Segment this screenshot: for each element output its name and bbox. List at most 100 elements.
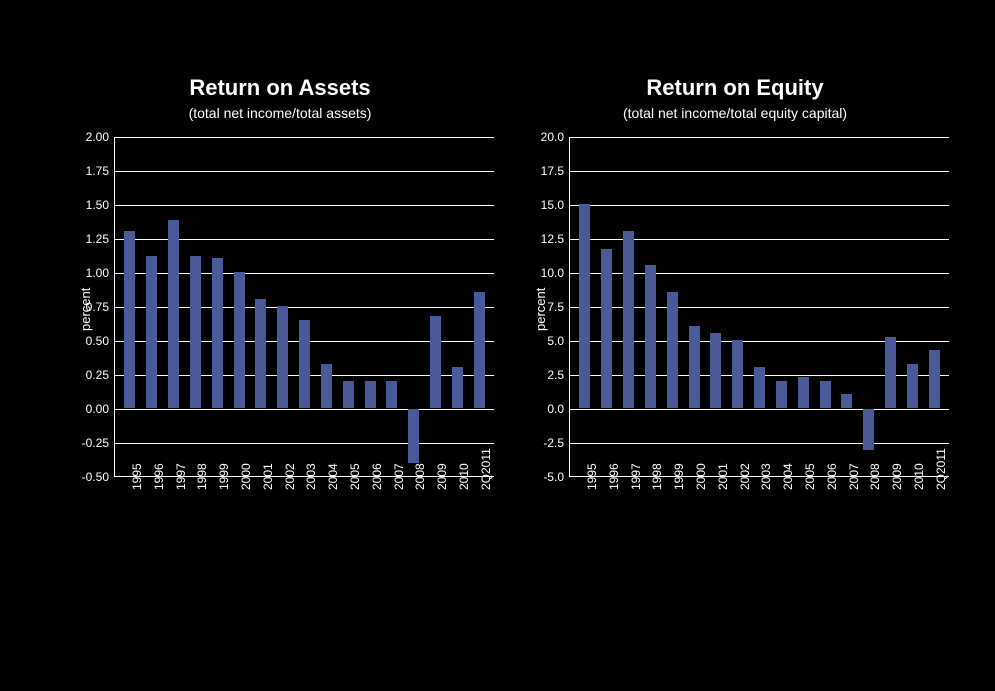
x-tick-label: 2001 bbox=[716, 480, 730, 490]
bar bbox=[234, 272, 245, 408]
x-tick-label: 2002 bbox=[283, 480, 297, 490]
bar bbox=[321, 364, 332, 408]
bar bbox=[124, 231, 135, 408]
y-tick-label: -0.25 bbox=[82, 436, 109, 450]
x-tick-label: 2007 bbox=[392, 480, 406, 490]
x-tick-label: 1996 bbox=[152, 480, 166, 490]
bar bbox=[601, 249, 612, 408]
y-tick-label: -2.5 bbox=[543, 436, 564, 450]
bar-slot bbox=[425, 137, 447, 476]
y-tick-label: 1.00 bbox=[86, 266, 109, 280]
bar bbox=[277, 306, 288, 408]
bar bbox=[907, 364, 918, 408]
bar bbox=[754, 367, 765, 408]
y-tick-label: 7.5 bbox=[547, 300, 564, 314]
x-tick-label: 1998 bbox=[650, 480, 664, 490]
y-tick-label: 0.00 bbox=[86, 402, 109, 416]
x-tick-labels: 1995199619971998199920002001200220032004… bbox=[570, 476, 949, 494]
bar-slot bbox=[403, 137, 425, 476]
bar bbox=[645, 265, 656, 408]
y-tick-label: 5.0 bbox=[547, 334, 564, 348]
bar-slot bbox=[119, 137, 141, 476]
y-tick-label: 0.0 bbox=[547, 402, 564, 416]
x-tick-label: 1997 bbox=[174, 480, 188, 490]
x-tick-labels: 1995199619971998199920002001200220032004… bbox=[115, 476, 494, 494]
bar-slot bbox=[446, 137, 468, 476]
x-tick-label: 2007 bbox=[847, 480, 861, 490]
bar-slot bbox=[574, 137, 596, 476]
bar bbox=[343, 381, 354, 408]
bar bbox=[776, 381, 787, 408]
bar-slot bbox=[468, 137, 490, 476]
y-tick-label: 17.5 bbox=[541, 164, 564, 178]
chart-title: Return on Assets bbox=[70, 75, 490, 101]
bar bbox=[408, 409, 419, 463]
bar-slot bbox=[381, 137, 403, 476]
bar bbox=[299, 320, 310, 408]
bar bbox=[168, 220, 179, 408]
x-tick-label: 2010 bbox=[457, 480, 471, 490]
x-tick-label: 2Q2011 bbox=[934, 480, 948, 490]
bar bbox=[579, 204, 590, 408]
bar bbox=[798, 377, 809, 408]
x-tick-label: 1997 bbox=[629, 480, 643, 490]
bar bbox=[452, 367, 463, 408]
x-tick-label: 2006 bbox=[370, 480, 384, 490]
y-tick-label: 15.0 bbox=[541, 198, 564, 212]
bar bbox=[365, 381, 376, 408]
bar-slot bbox=[163, 137, 185, 476]
x-tick-label: 1995 bbox=[130, 480, 144, 490]
x-tick-label: 2003 bbox=[304, 480, 318, 490]
y-tick-label: 12.5 bbox=[541, 232, 564, 246]
chart-left: Return on Assets(total net income/total … bbox=[70, 75, 490, 615]
bar-slot bbox=[901, 137, 923, 476]
bar-slot bbox=[141, 137, 163, 476]
bar-slot bbox=[250, 137, 272, 476]
plot-area: -5.0-2.50.02.55.07.510.012.515.017.520.0… bbox=[569, 137, 949, 477]
x-tick-label: 2004 bbox=[326, 480, 340, 490]
bars bbox=[570, 137, 949, 476]
y-tick-label: 2.00 bbox=[86, 130, 109, 144]
x-tick-label: 2000 bbox=[239, 480, 253, 490]
bar bbox=[929, 350, 940, 408]
bar-slot bbox=[272, 137, 294, 476]
bar bbox=[820, 381, 831, 408]
y-tick-label: -0.50 bbox=[82, 470, 109, 484]
bar bbox=[863, 409, 874, 450]
bar-slot bbox=[359, 137, 381, 476]
bar bbox=[190, 256, 201, 408]
bar-slot bbox=[337, 137, 359, 476]
bar bbox=[255, 299, 266, 408]
x-tick-label: 2010 bbox=[912, 480, 926, 490]
y-tick-label: 20.0 bbox=[541, 130, 564, 144]
x-tick-label: 2Q2011 bbox=[479, 480, 493, 490]
bar-slot bbox=[880, 137, 902, 476]
bar bbox=[885, 337, 896, 408]
x-tick-label: 2000 bbox=[694, 480, 708, 490]
plot-area: -0.50-0.250.000.250.500.751.001.251.501.… bbox=[114, 137, 494, 477]
bar bbox=[732, 340, 743, 408]
bar-slot bbox=[858, 137, 880, 476]
bar bbox=[474, 292, 485, 408]
bar bbox=[623, 231, 634, 408]
x-tick-label: 2005 bbox=[803, 480, 817, 490]
x-tick-label: 2009 bbox=[890, 480, 904, 490]
bar-slot bbox=[749, 137, 771, 476]
bar-slot bbox=[792, 137, 814, 476]
bar-slot bbox=[814, 137, 836, 476]
chart-right: Return on Equity(total net income/total … bbox=[525, 75, 945, 615]
x-tick-label: 2009 bbox=[435, 480, 449, 490]
x-tick-label: 1999 bbox=[217, 480, 231, 490]
y-tick-label: 10.0 bbox=[541, 266, 564, 280]
chart-title: Return on Equity bbox=[525, 75, 945, 101]
bar-slot bbox=[923, 137, 945, 476]
x-tick-label: 2006 bbox=[825, 480, 839, 490]
bar-slot bbox=[596, 137, 618, 476]
x-tick-label: 1995 bbox=[585, 480, 599, 490]
bar-slot bbox=[770, 137, 792, 476]
bar-slot bbox=[727, 137, 749, 476]
bar-slot bbox=[206, 137, 228, 476]
bar bbox=[430, 316, 441, 408]
y-tick-label: 0.50 bbox=[86, 334, 109, 348]
bars bbox=[115, 137, 494, 476]
